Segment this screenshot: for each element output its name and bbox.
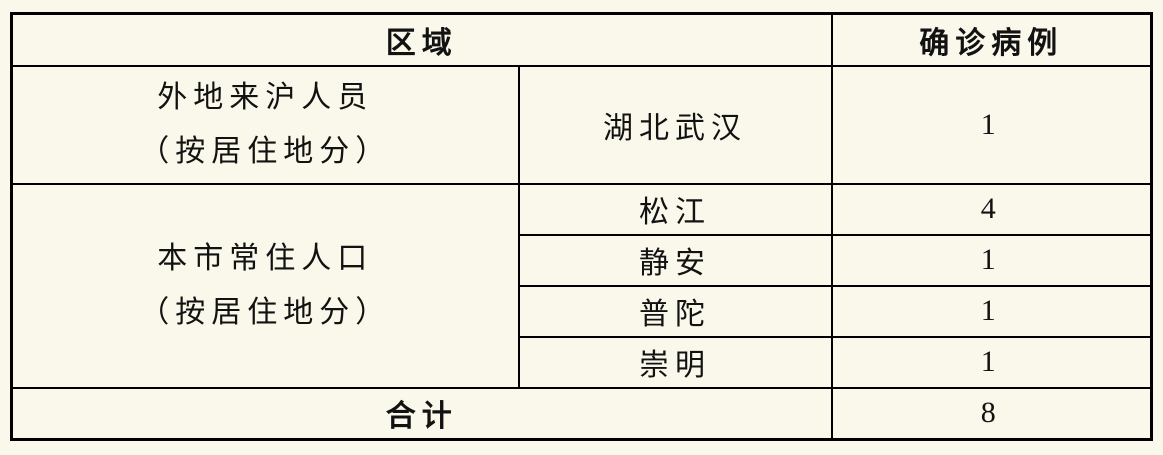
cases-cell-putuo: 1 bbox=[830, 284, 1153, 338]
confirmed-cases-table: 区域 确诊病例 外地来沪人员 （按居住地分） 湖北武汉 1 本市常住人口 （按居… bbox=[10, 12, 1153, 441]
area-cell-jingan: 静安 bbox=[517, 233, 833, 287]
footer-total-label: 合计 bbox=[10, 386, 833, 441]
table-row: 本市常住人口 （按居住地分） 松江 4 bbox=[10, 182, 1153, 389]
group-local-label: 本市常住人口 （按居住地分） bbox=[10, 182, 520, 389]
table-row: 静安 1 bbox=[12, 233, 1153, 287]
cases-cell-songjiang: 4 bbox=[830, 182, 1153, 236]
table-row: 普陀 1 bbox=[12, 284, 1153, 338]
table-row: 崇明 1 bbox=[12, 335, 1153, 389]
group-label-line2: （按居住地分） bbox=[139, 134, 392, 168]
cases-cell-chongming: 1 bbox=[830, 335, 1153, 389]
area-cell-chongming: 崇明 bbox=[517, 335, 833, 389]
area-cell-songjiang: 松江 bbox=[517, 182, 833, 236]
area-cell-putuo: 普陀 bbox=[517, 284, 833, 338]
header-region: 区域 bbox=[10, 12, 833, 67]
header-confirmed-cases: 确诊病例 bbox=[830, 12, 1153, 67]
group-label-line1: 本市常住人口 bbox=[157, 241, 374, 275]
footer-total-value: 8 bbox=[830, 386, 1153, 441]
group-label-line1: 外地来沪人员 bbox=[157, 80, 374, 114]
cases-cell-jingan: 1 bbox=[830, 233, 1153, 287]
cases-cell-hubei-wuhan: 1 bbox=[830, 64, 1153, 185]
group-label-line2: （按居住地分） bbox=[139, 295, 392, 329]
area-cell-hubei-wuhan: 湖北武汉 bbox=[517, 64, 833, 185]
table-header-row: 区域 确诊病例 bbox=[10, 12, 1153, 67]
table-footer-row: 合计 8 bbox=[10, 386, 1153, 441]
group-nonlocal-label: 外地来沪人员 （按居住地分） bbox=[10, 64, 520, 185]
table-row: 外地来沪人员 （按居住地分） 湖北武汉 1 bbox=[10, 64, 1153, 185]
